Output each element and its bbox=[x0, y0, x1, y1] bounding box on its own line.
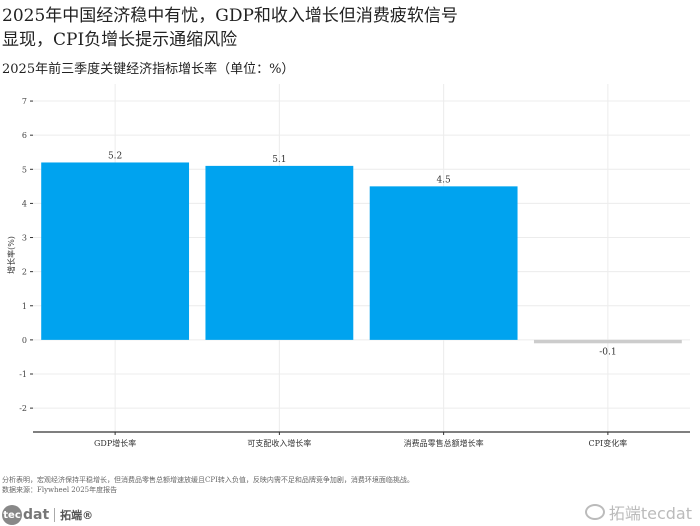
weibo-icon bbox=[584, 504, 605, 520]
bar bbox=[533, 339, 682, 344]
y-tick-label: 5 bbox=[22, 165, 27, 174]
chart-subtitle: 2025年前三季度关键经济指标增长率（单位：%） bbox=[2, 62, 295, 77]
y-tick-label: 0 bbox=[22, 336, 27, 345]
logo-cn: 拓端® bbox=[60, 509, 94, 522]
y-tick-label: 4 bbox=[22, 199, 27, 208]
y-tick-label: 6 bbox=[22, 131, 27, 140]
chart-title: 2025年中国经济稳中有忧，GDP和收入增长但消费疲软信号显现，CPI负增长提示… bbox=[2, 6, 458, 50]
bar bbox=[205, 165, 354, 340]
y-tick-label: -2 bbox=[19, 404, 27, 413]
analysis-note: 分析表明，宏观经济保持平稳增长，但消费品零售总额增速放缓且CPI转入负值，反映内… bbox=[2, 476, 414, 484]
x-tick-label: CPI变化率 bbox=[589, 438, 628, 448]
x-tick-label: GDP增长率 bbox=[94, 438, 136, 448]
bar bbox=[41, 162, 190, 340]
data-label: 4.5 bbox=[436, 175, 451, 185]
caption: 分析表明，宏观经济保持平稳增长，但消费品零售总额增速放缓且CPI转入负值，反映内… bbox=[2, 475, 414, 495]
y-tick-label: 7 bbox=[22, 97, 27, 106]
data-source: 数据来源：Flywheel 2025年度报告 bbox=[2, 486, 118, 494]
y-tick-label: 2 bbox=[22, 268, 27, 277]
x-tick-label: 可支配收入增长率 bbox=[247, 438, 311, 448]
data-label: -0.1 bbox=[599, 347, 616, 357]
y-tick-label: 1 bbox=[22, 302, 27, 311]
logo-dat: dat bbox=[23, 507, 50, 523]
logo-divider bbox=[54, 508, 56, 522]
watermark: 拓端tecdat bbox=[584, 500, 692, 524]
data-label: 5.2 bbox=[108, 151, 122, 161]
logo-circle: tec bbox=[2, 505, 22, 525]
tecdat-logo: tec dat 拓端® bbox=[2, 505, 93, 525]
bar bbox=[369, 186, 518, 340]
watermark-text: 拓端tecdat bbox=[608, 504, 692, 523]
y-tick-label: 3 bbox=[22, 234, 27, 243]
y-tick-label: -1 bbox=[19, 370, 27, 379]
y-axis-label: 增长率(%) bbox=[6, 236, 16, 274]
data-label: 5.1 bbox=[272, 155, 286, 165]
x-tick-label: 消费品零售总额增长率 bbox=[404, 438, 484, 448]
bar-chart: 5.2 5.1 4.5 -0.1 -2 -1 0 1 2 3 4 5 6 7 GDP增长率 可支配收入增长率… bbox=[6, 84, 690, 448]
